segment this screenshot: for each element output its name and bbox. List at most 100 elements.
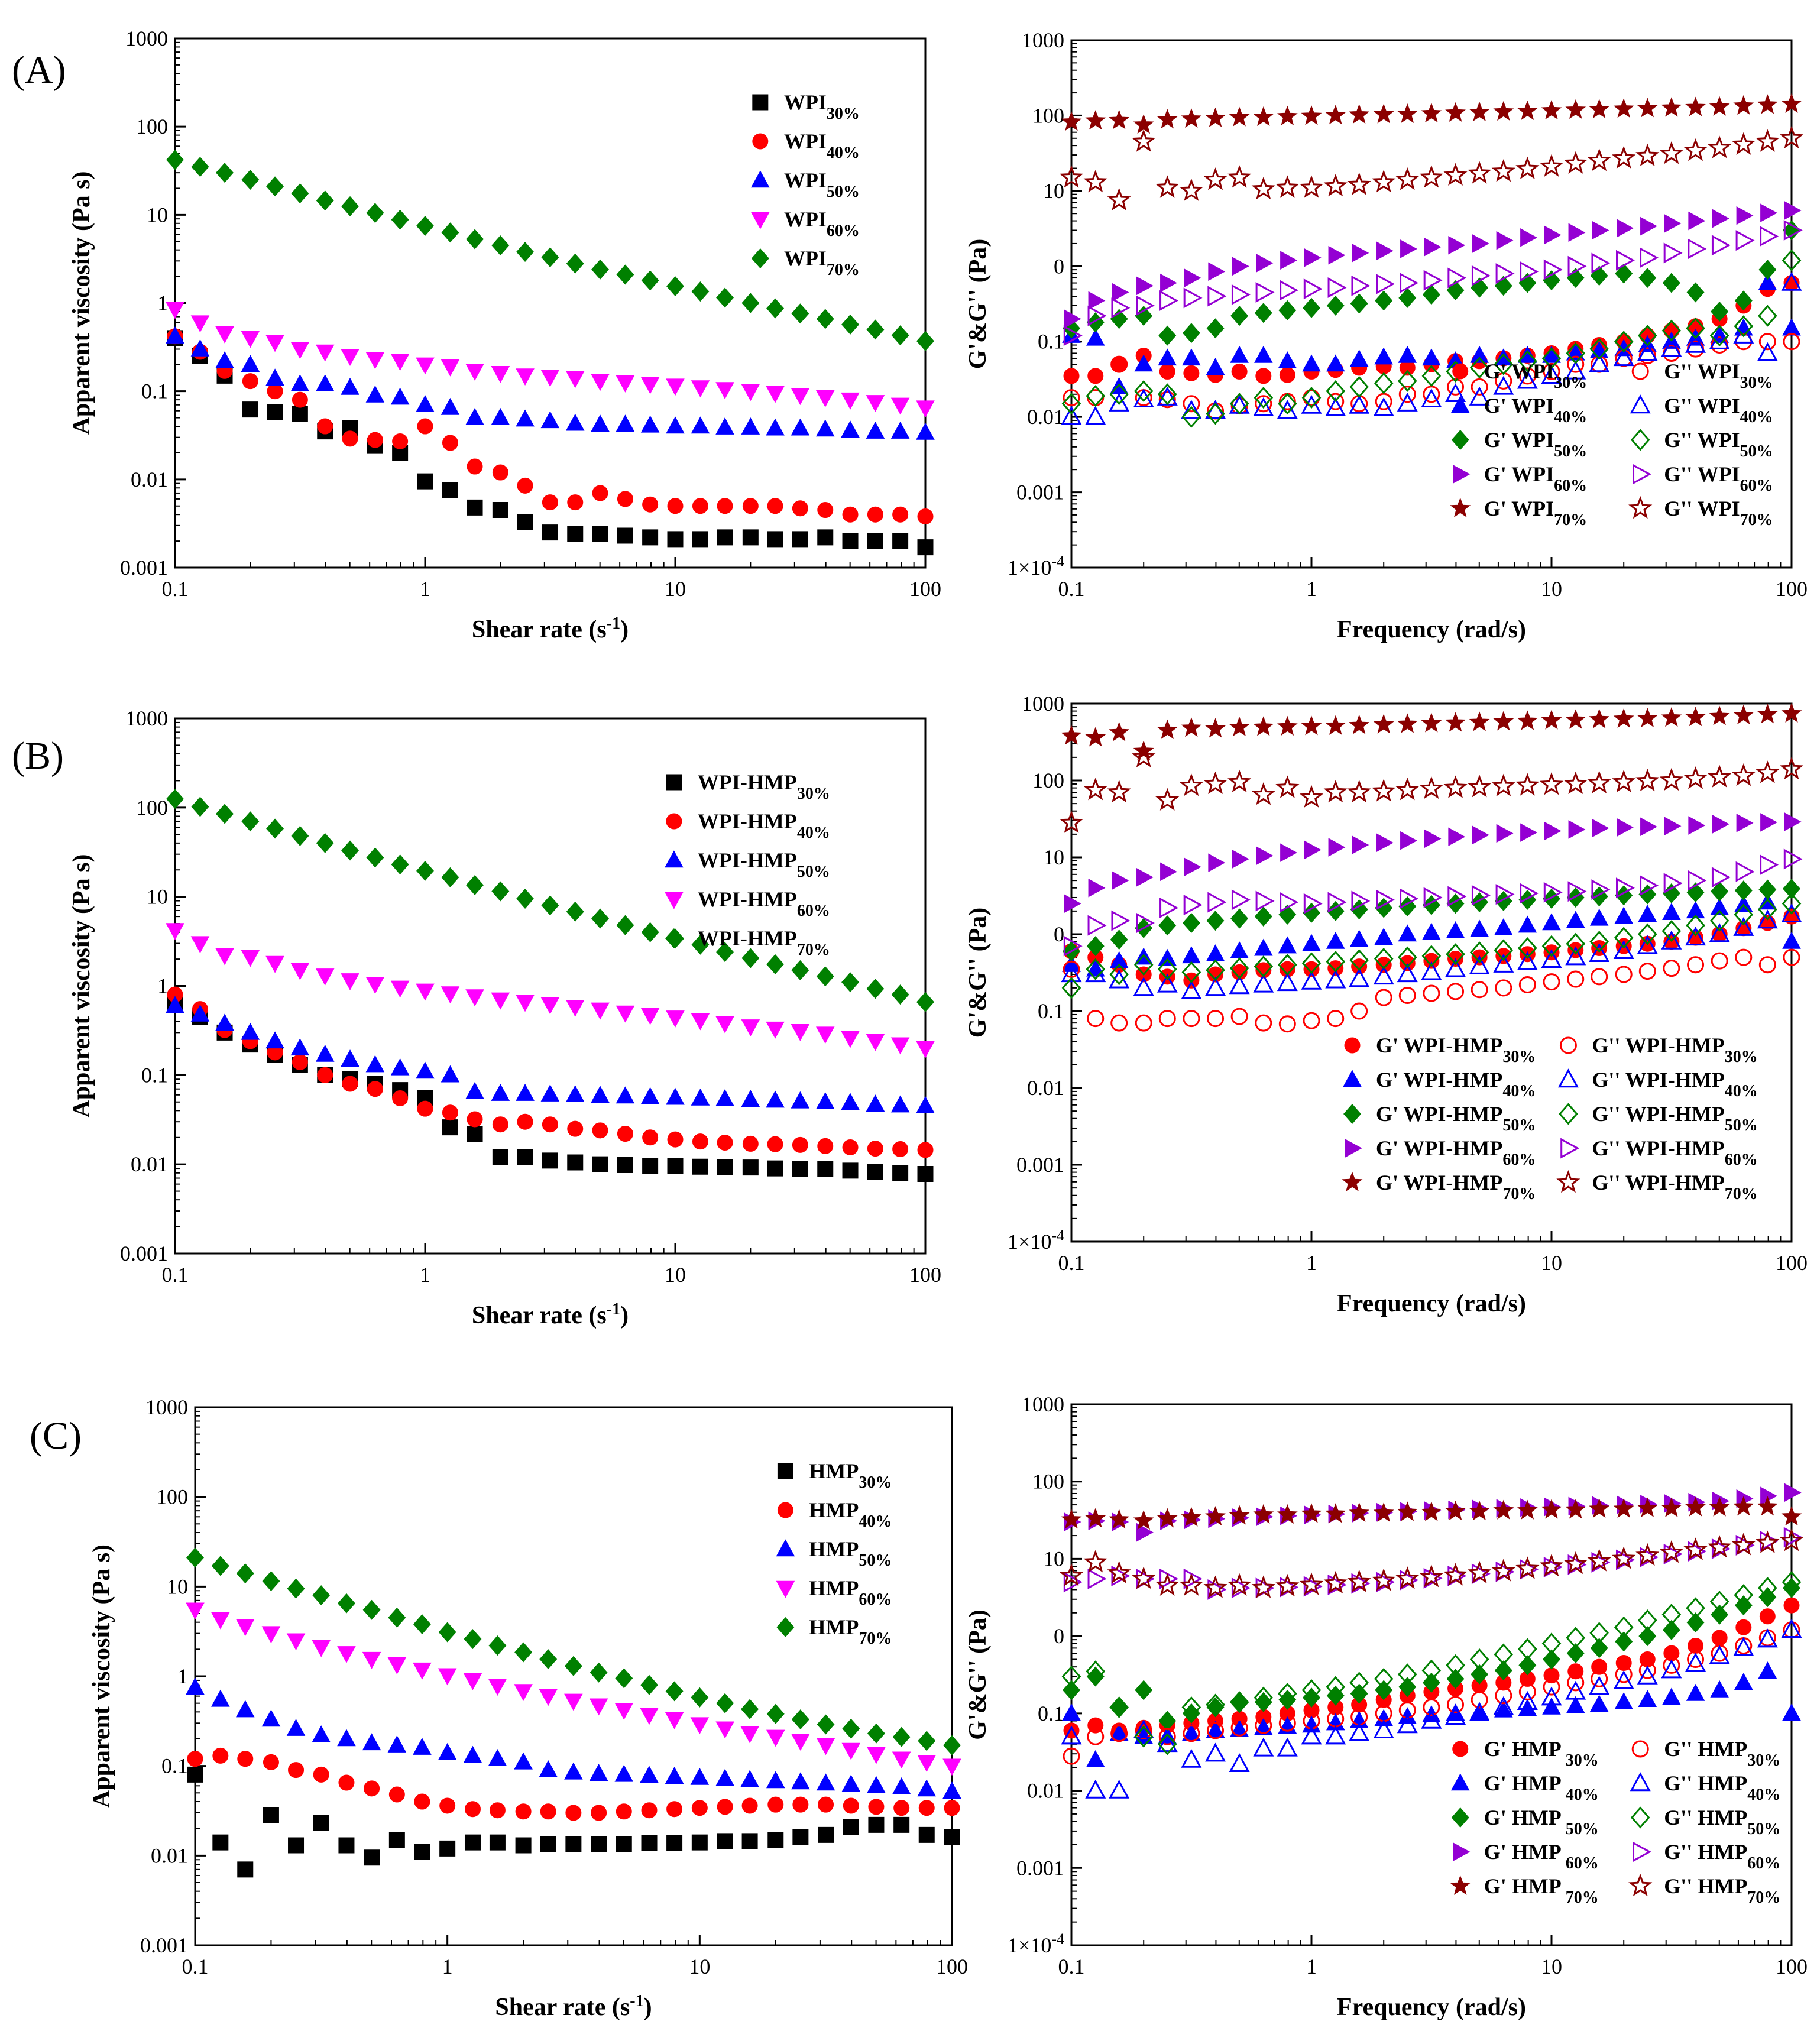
data-point [1203,1575,1227,1598]
data-point [1783,220,1803,241]
x-tick-label: 100 [1776,1955,1808,1978]
data-point [1637,1497,1658,1517]
data-point [267,383,283,400]
data-point [1299,1572,1324,1595]
data-point [1184,857,1201,877]
legend-label: G'' WPI-HMP60% [1592,1136,1757,1169]
data-point [691,1013,710,1031]
data-point [1326,1676,1346,1698]
data-point [1395,778,1420,801]
legend: WPI-HMP30% WPI-HMP40% WPI-HMP50% WPI-HMP60%… [665,770,830,959]
data-point [665,1767,684,1784]
data-point [442,435,458,451]
data-point [1301,1679,1322,1702]
data-point [1301,715,1322,736]
data-point [1183,1725,1200,1742]
data-point [567,526,584,542]
data-point [1566,1627,1586,1649]
data-point [1325,715,1346,735]
data-point [1494,890,1512,911]
data-point [1323,174,1348,197]
data-point [866,1034,885,1051]
x-tick-label: 0.1 [1058,1955,1085,1978]
data-point [1614,331,1634,353]
data-point [641,270,659,291]
data-point [1158,1711,1177,1731]
data-point [1443,163,1468,186]
data-point [1736,814,1754,832]
data-point [1783,220,1800,241]
series-wpi-30- [167,330,934,556]
data-point [1349,1672,1369,1694]
data-point [1711,301,1729,322]
data-point [413,1614,431,1635]
data-point [1133,1725,1154,1748]
data-point [1349,375,1369,398]
legend-marker [1343,1070,1362,1087]
data-point [1734,1673,1753,1690]
data-point [1784,1483,1802,1502]
data-point [1255,890,1275,912]
data-point [1613,1498,1634,1518]
data-point [362,1651,381,1669]
x-tick-label: 10 [665,577,686,601]
data-point [640,415,660,433]
data-point [1206,959,1225,981]
data-point [1517,1499,1538,1520]
data-point [1158,348,1177,366]
data-point [1568,223,1586,242]
data-point [1230,1692,1249,1712]
data-point [916,422,935,440]
y-tick-label: 100 [156,1485,188,1509]
y-tick-label: 0.01 [1027,1076,1064,1100]
data-point [1206,403,1225,425]
data-point [567,1120,584,1137]
data-point [1155,788,1180,811]
data-point [387,1735,407,1753]
data-point [766,1771,785,1789]
data-point [1494,1700,1513,1718]
data-point [312,1640,331,1657]
data-point [1109,383,1129,406]
data-point [1520,883,1539,904]
data-point [1206,1697,1225,1718]
data-point [1731,132,1756,155]
data-point [893,1816,910,1833]
data-point [1326,900,1345,921]
data-point [1566,887,1585,908]
data-point [1563,151,1588,174]
data-point [367,432,383,448]
data-point [441,397,460,415]
data-point [1253,716,1274,736]
data-point [292,391,308,408]
data-point [1614,1616,1634,1638]
data-point [690,1717,710,1735]
data-point [717,1833,733,1849]
data-point [1563,1551,1588,1575]
data-point [517,1113,533,1130]
data-point [893,1800,910,1816]
data-point [1280,892,1299,913]
data-point [416,1061,435,1079]
data-point [1493,101,1514,121]
data-point [666,1801,683,1818]
data-point [1304,248,1322,267]
legend-label: HMP70% [809,1615,892,1648]
legend-label: G' HMP 30% [1484,1737,1599,1770]
data-point [1709,325,1729,347]
data-point [1059,1563,1084,1586]
data-point [1110,1725,1128,1742]
data-point [616,915,634,935]
data-point [1758,273,1777,290]
data-point [1107,1560,1131,1584]
data-point [290,963,310,980]
data-point [640,1008,660,1025]
data-point [1493,375,1514,395]
data-point [1254,955,1274,978]
data-point [841,972,859,993]
data-point [1539,772,1564,795]
data-point [186,1547,204,1568]
data-point [1491,773,1515,796]
data-point [1616,250,1635,271]
data-point [1155,175,1180,198]
